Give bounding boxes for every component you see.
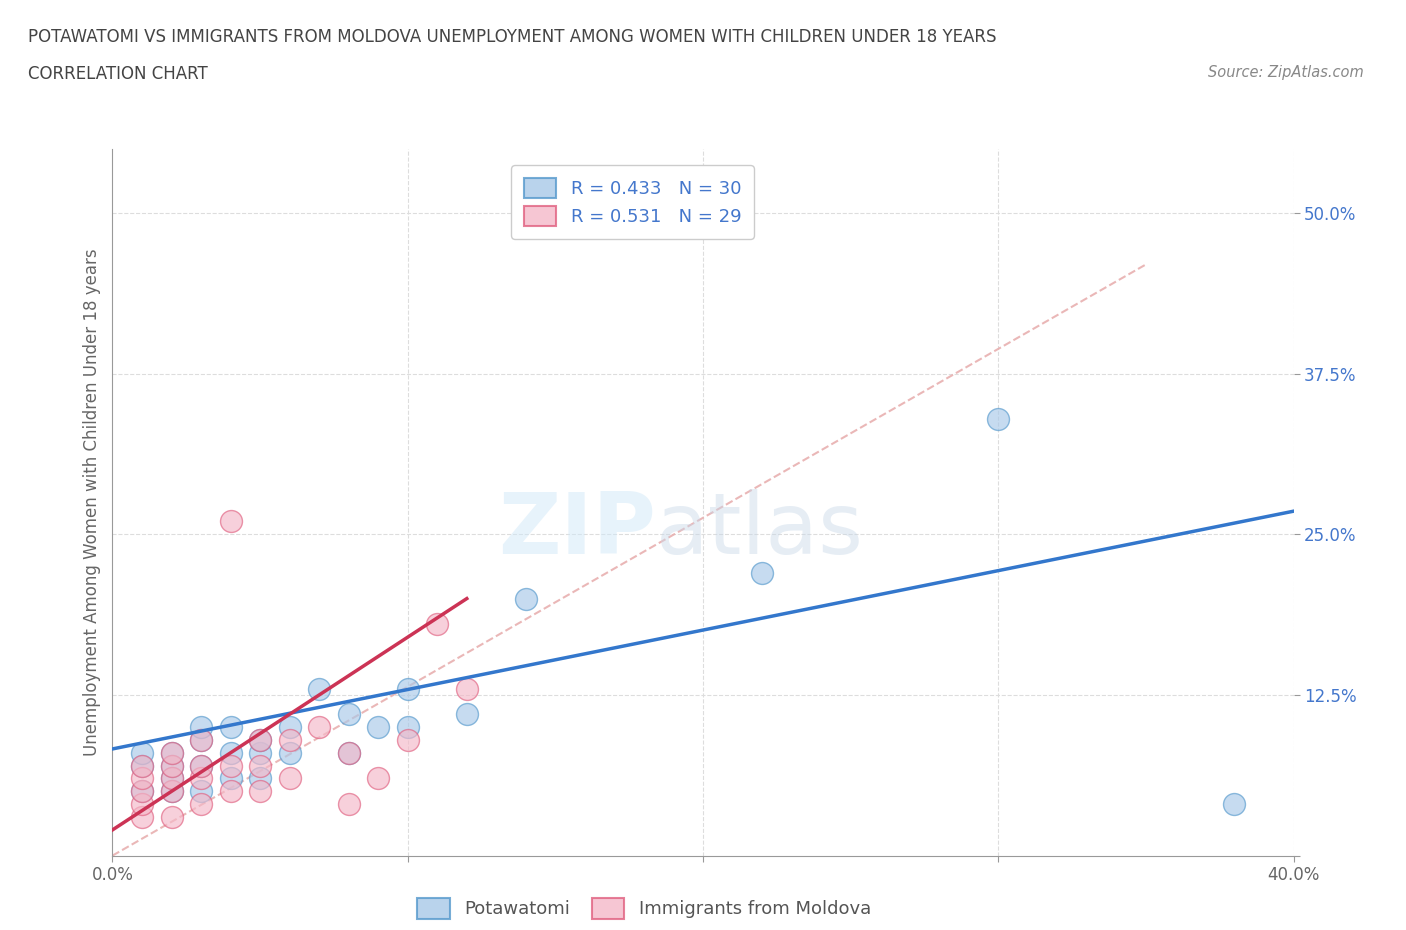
Point: [249, 733, 271, 748]
Point: [426, 617, 449, 631]
Point: [131, 797, 153, 812]
Point: [249, 784, 271, 799]
Point: [456, 707, 478, 722]
Point: [367, 771, 389, 786]
Point: [160, 745, 183, 760]
Point: [337, 745, 360, 760]
Point: [308, 720, 330, 735]
Point: [278, 733, 301, 748]
Point: [190, 797, 212, 812]
Point: [219, 720, 242, 735]
Point: [219, 771, 242, 786]
Point: [751, 565, 773, 580]
Point: [308, 681, 330, 696]
Point: [396, 720, 419, 735]
Point: [515, 591, 537, 606]
Point: [131, 771, 153, 786]
Point: [249, 771, 271, 786]
Point: [190, 758, 212, 773]
Point: [160, 758, 183, 773]
Text: POTAWATOMI VS IMMIGRANTS FROM MOLDOVA UNEMPLOYMENT AMONG WOMEN WITH CHILDREN UND: POTAWATOMI VS IMMIGRANTS FROM MOLDOVA UN…: [28, 28, 997, 46]
Point: [160, 745, 183, 760]
Point: [131, 810, 153, 825]
Text: CORRELATION CHART: CORRELATION CHART: [28, 65, 208, 83]
Point: [160, 771, 183, 786]
Y-axis label: Unemployment Among Women with Children Under 18 years: Unemployment Among Women with Children U…: [83, 248, 101, 756]
Point: [337, 707, 360, 722]
Point: [337, 745, 360, 760]
Point: [278, 720, 301, 735]
Point: [190, 784, 212, 799]
Text: Source: ZipAtlas.com: Source: ZipAtlas.com: [1208, 65, 1364, 80]
Point: [190, 720, 212, 735]
Point: [337, 797, 360, 812]
Point: [249, 733, 271, 748]
Point: [219, 758, 242, 773]
Point: [1223, 797, 1246, 812]
Point: [190, 733, 212, 748]
Point: [131, 784, 153, 799]
Point: [249, 758, 271, 773]
Point: [278, 771, 301, 786]
Point: [219, 745, 242, 760]
Point: [219, 514, 242, 529]
Text: ZIP: ZIP: [498, 489, 655, 572]
Point: [987, 411, 1010, 426]
Point: [396, 681, 419, 696]
Point: [396, 733, 419, 748]
Point: [219, 784, 242, 799]
Legend: Potawatomi, Immigrants from Moldova: Potawatomi, Immigrants from Moldova: [405, 885, 883, 930]
Point: [278, 745, 301, 760]
Point: [131, 758, 153, 773]
Point: [160, 784, 183, 799]
Point: [160, 784, 183, 799]
Point: [249, 745, 271, 760]
Point: [160, 758, 183, 773]
Point: [160, 771, 183, 786]
Point: [131, 784, 153, 799]
Point: [367, 720, 389, 735]
Point: [190, 771, 212, 786]
Point: [160, 810, 183, 825]
Point: [131, 758, 153, 773]
Point: [190, 758, 212, 773]
Point: [456, 681, 478, 696]
Point: [190, 733, 212, 748]
Text: atlas: atlas: [655, 489, 863, 572]
Point: [131, 745, 153, 760]
